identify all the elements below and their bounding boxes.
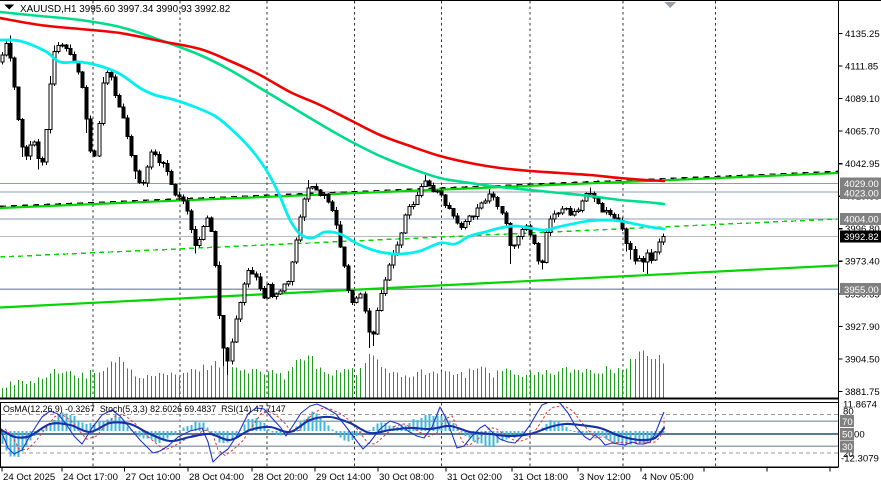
svg-text:4029.00: 4029.00	[844, 179, 879, 190]
svg-text:4065.70: 4065.70	[845, 127, 880, 138]
svg-text:20: 20	[843, 449, 854, 460]
svg-text:28 Oct 04:00: 28 Oct 04:00	[189, 472, 244, 483]
svg-text:4 Nov 05:00: 4 Nov 05:00	[642, 472, 694, 483]
svg-text:XAUUSD,H1 3995.60 3997.34 3990: XAUUSD,H1 3995.60 3997.34 3990.93 3992.8…	[20, 4, 230, 15]
svg-text:28 Oct 20:00: 28 Oct 20:00	[253, 472, 308, 483]
svg-text:3992.82: 3992.82	[844, 232, 879, 243]
svg-text:4135.25: 4135.25	[845, 29, 880, 40]
svg-text:80: 80	[843, 407, 854, 418]
svg-text:3996.80: 3996.80	[845, 224, 880, 235]
svg-text:3955.00: 3955.00	[844, 285, 879, 296]
svg-text:3 Nov 12:00: 3 Nov 12:00	[579, 472, 631, 483]
svg-text:30: 30	[842, 442, 853, 453]
svg-text:3904.50: 3904.50	[845, 354, 880, 365]
svg-text:4004.00: 4004.00	[844, 215, 879, 226]
svg-text:4042.95: 4042.95	[845, 159, 880, 170]
svg-text:27 Oct 10:00: 27 Oct 10:00	[126, 472, 181, 483]
svg-text:OsMA(12,26,9) -0.3267 Stoch(5: OsMA(12,26,9) -0.3267 Stoch(5,3,3) 82.60…	[3, 404, 286, 414]
svg-text:31 Oct 18:00: 31 Oct 18:00	[513, 472, 568, 483]
svg-text:4089.10: 4089.10	[845, 94, 880, 105]
svg-text:70: 70	[842, 417, 853, 428]
svg-text:30 Oct 08:00: 30 Oct 08:00	[379, 472, 434, 483]
svg-text:00: 00	[854, 429, 865, 440]
svg-text:4111.85: 4111.85	[845, 62, 878, 73]
svg-text:29 Oct 14:00: 29 Oct 14:00	[316, 472, 371, 483]
svg-text:24 Oct 2025: 24 Oct 2025	[3, 472, 55, 483]
svg-text:3973.40: 3973.40	[845, 257, 880, 268]
svg-text:31 Oct 02:00: 31 Oct 02:00	[447, 472, 502, 483]
svg-text:24 Oct 17:00: 24 Oct 17:00	[63, 472, 118, 483]
svg-text:4023.00: 4023.00	[844, 189, 879, 200]
svg-text:3927.90: 3927.90	[845, 322, 880, 333]
svg-text:3881.75: 3881.75	[845, 387, 880, 398]
svg-text:50: 50	[842, 429, 853, 440]
svg-text:-12.3079: -12.3079	[841, 454, 879, 465]
svg-text:11.8674: 11.8674	[843, 400, 878, 411]
